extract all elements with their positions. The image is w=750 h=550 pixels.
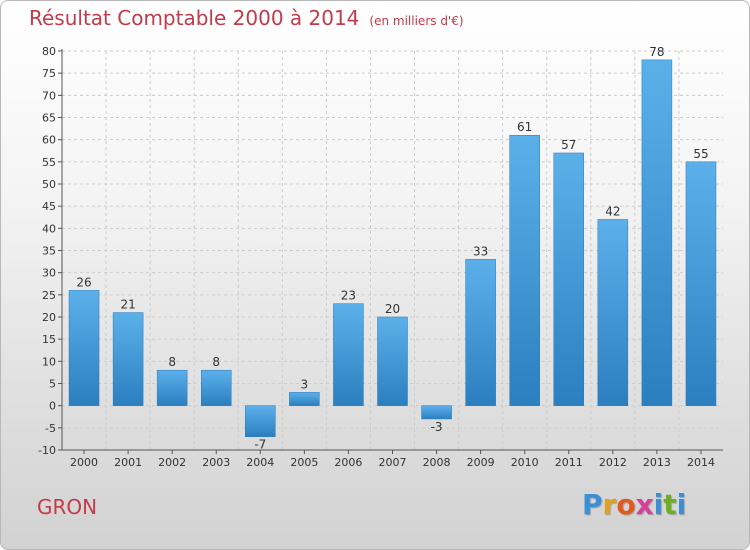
bar-2000 [68, 290, 100, 406]
bar-2006 [333, 303, 364, 406]
chart-unit: (en milliers d'€) [369, 14, 464, 28]
y-tick-label: 10 [42, 355, 56, 368]
x-tick-label-2000: 2000 [70, 456, 98, 469]
y-tick-label: 75 [42, 67, 56, 80]
y-tick-label: 45 [42, 200, 56, 213]
bar-2014 [685, 161, 717, 406]
logo-letter: t [663, 488, 677, 521]
logo-letter: i [653, 488, 664, 521]
y-tick-label: 25 [42, 289, 56, 302]
value-label-2012: 42 [605, 204, 620, 218]
chart-title: Résultat Comptable 2000 à 2014 (en millie… [29, 6, 464, 30]
value-label-2002: 8 [168, 355, 176, 369]
value-label-2004: -7 [254, 438, 266, 452]
y-tick-label: 50 [42, 178, 56, 191]
y-tick-label: -10 [38, 444, 56, 457]
x-tick-label-2003: 2003 [202, 456, 230, 469]
x-tick-label-2008: 2008 [423, 456, 451, 469]
value-label-2007: 20 [385, 302, 400, 316]
y-tick-label: 20 [42, 311, 56, 324]
y-tick-label: 70 [42, 89, 56, 102]
value-label-2001: 21 [120, 298, 135, 312]
logo-letter: r [602, 488, 617, 521]
logo-letter: x [635, 488, 654, 521]
bar-2005 [289, 392, 320, 406]
bar-2007 [377, 316, 408, 406]
chart-title-text: Résultat Comptable 2000 à 2014 [29, 6, 360, 30]
bar-2002 [156, 369, 188, 406]
value-label-2013: 78 [649, 45, 664, 59]
y-tick-label: 15 [42, 333, 56, 346]
logo-letter: o [616, 488, 636, 521]
y-tick-label: 30 [42, 267, 56, 280]
logo-letter: P [582, 488, 603, 521]
x-tick-label-2004: 2004 [246, 456, 274, 469]
data-labels: 26 21 8 8 -7 3 23 20 -3 33 61 57 42 78 55 [76, 45, 708, 452]
x-tick-label-2001: 2001 [114, 456, 142, 469]
bar-2010 [509, 134, 540, 406]
value-label-2010: 61 [517, 120, 532, 134]
value-label-2006: 23 [341, 289, 356, 303]
y-tick-label: 60 [42, 134, 56, 147]
bar-2009 [465, 259, 496, 406]
y-tick-label: 0 [49, 400, 56, 413]
bar-2011 [553, 152, 585, 406]
x-tick-label-2006: 2006 [334, 456, 362, 469]
y-tick-label: 35 [42, 245, 56, 258]
y-tick-label: -5 [45, 422, 56, 435]
logo-letter: i [676, 488, 687, 521]
y-tick-label: 5 [49, 378, 56, 391]
y-tick-label: 40 [42, 222, 56, 235]
x-tick-label-2010: 2010 [511, 456, 539, 469]
x-tick-label-2014: 2014 [687, 456, 715, 469]
x-tick-label-2011: 2011 [555, 456, 583, 469]
y-tick-label: 55 [42, 156, 56, 169]
value-label-2005: 3 [301, 377, 309, 391]
bar-2013 [641, 59, 673, 406]
value-label-2003: 8 [212, 355, 220, 369]
bar-2012 [597, 219, 629, 406]
x-tick-label-2013: 2013 [643, 456, 671, 469]
value-label-2000: 26 [76, 275, 91, 289]
bar-2008 [421, 405, 452, 420]
axes: -10 -5 0 5 10 15 20 25 30 35 40 45 50 55 60 65 70 75 80 200… [38, 45, 723, 469]
value-label-2009: 33 [473, 244, 488, 258]
x-tick-label-2009: 2009 [467, 456, 495, 469]
proxiti-logo: Proxiti [582, 488, 686, 521]
bar-2004 [245, 405, 276, 437]
commune-name: GRON [37, 495, 98, 519]
y-tick-label: 65 [42, 112, 56, 125]
bar-2001 [112, 312, 144, 406]
value-label-2011: 57 [561, 138, 576, 152]
x-tick-label-2002: 2002 [158, 456, 186, 469]
x-tick-label-2007: 2007 [379, 456, 407, 469]
bar-2003 [200, 369, 232, 406]
y-tick-label: 80 [42, 45, 56, 58]
x-tick-label-2012: 2012 [599, 456, 627, 469]
value-label-2008: -3 [431, 420, 443, 434]
bars [68, 59, 717, 437]
value-label-2014: 55 [693, 147, 708, 161]
x-tick-label-2005: 2005 [290, 456, 318, 469]
